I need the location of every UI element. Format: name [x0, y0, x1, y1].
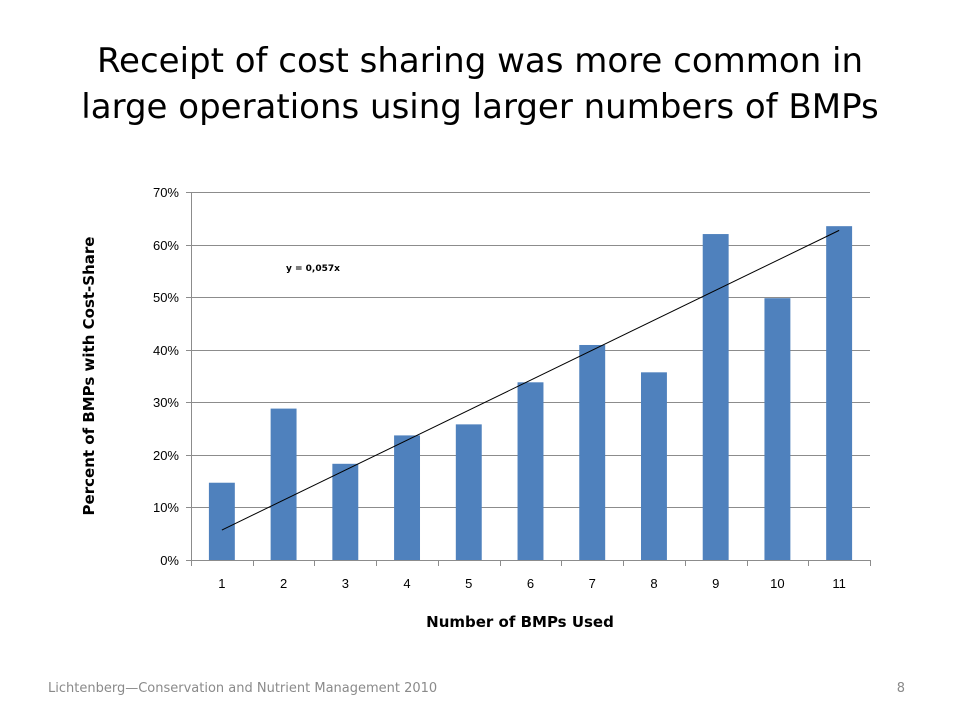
y-tick-label: 40% — [153, 343, 179, 358]
bar-4 — [394, 435, 421, 560]
x-tick-label: 2 — [280, 576, 287, 591]
y-tick-label: 30% — [153, 395, 179, 410]
x-tick-label: 1 — [218, 576, 225, 591]
x-tick-label: 9 — [712, 576, 719, 591]
y-tick-label: 20% — [153, 448, 179, 463]
x-tick-label: 6 — [527, 576, 534, 591]
y-tick-label: 10% — [153, 500, 179, 515]
x-tick-label: 7 — [589, 576, 596, 591]
trendline-group — [221, 229, 840, 531]
tick-labels: 0% 10% 20% 30% 40% 50% 60% 70% 1 2 3 4 5 6 7 8 9 10 11 — [153, 185, 846, 591]
x-tick-label: 10 — [770, 576, 784, 591]
slide-title: Receipt of cost sharing was more common … — [40, 38, 920, 130]
bars — [208, 226, 853, 561]
x-tick-label: 5 — [465, 576, 472, 591]
y-tick-label: 60% — [153, 238, 179, 253]
trendline — [221, 229, 840, 531]
slide-title-line-1: Receipt of cost sharing was more common … — [96, 41, 864, 81]
y-tick-label: 70% — [153, 185, 179, 200]
bar-2 — [270, 408, 297, 560]
page-number: 8 — [896, 681, 905, 696]
bar-5 — [455, 424, 482, 560]
slide-title-line-2: large operations using larger numbers of… — [81, 87, 879, 127]
axes — [186, 192, 871, 566]
footer-text: Lichtenberg—Conservation and Nutrient Ma… — [48, 681, 438, 696]
x-tick-label: 8 — [650, 576, 657, 591]
bar-6 — [517, 382, 544, 560]
bar-9 — [702, 234, 729, 561]
y-tick-label: 0% — [160, 553, 179, 568]
x-tick-label: 4 — [403, 576, 410, 591]
y-axis-title: Percent of BMPs with Cost-Share — [80, 237, 98, 516]
bar-3 — [332, 463, 359, 560]
bar-7 — [579, 344, 606, 560]
y-tick-label: 50% — [153, 290, 179, 305]
bar-10 — [764, 298, 791, 560]
bar-11 — [826, 226, 853, 560]
x-tick-label: 3 — [342, 576, 349, 591]
x-tick-label: 11 — [832, 576, 846, 591]
x-axis-title: Number of BMPs Used — [426, 613, 614, 631]
bar-8 — [640, 372, 667, 560]
trendline-equation: y = 0,057x — [286, 264, 340, 274]
bar-1 — [208, 482, 235, 560]
